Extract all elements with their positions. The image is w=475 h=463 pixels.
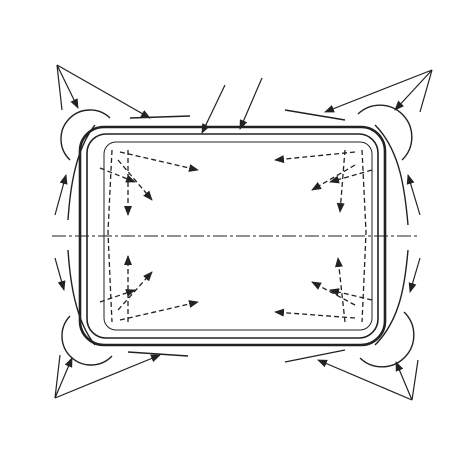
side-curves xyxy=(67,109,409,363)
corner-circles xyxy=(60,104,415,368)
dashed-arrows xyxy=(99,149,373,323)
solid-arrows xyxy=(54,64,433,401)
frame xyxy=(78,125,387,347)
